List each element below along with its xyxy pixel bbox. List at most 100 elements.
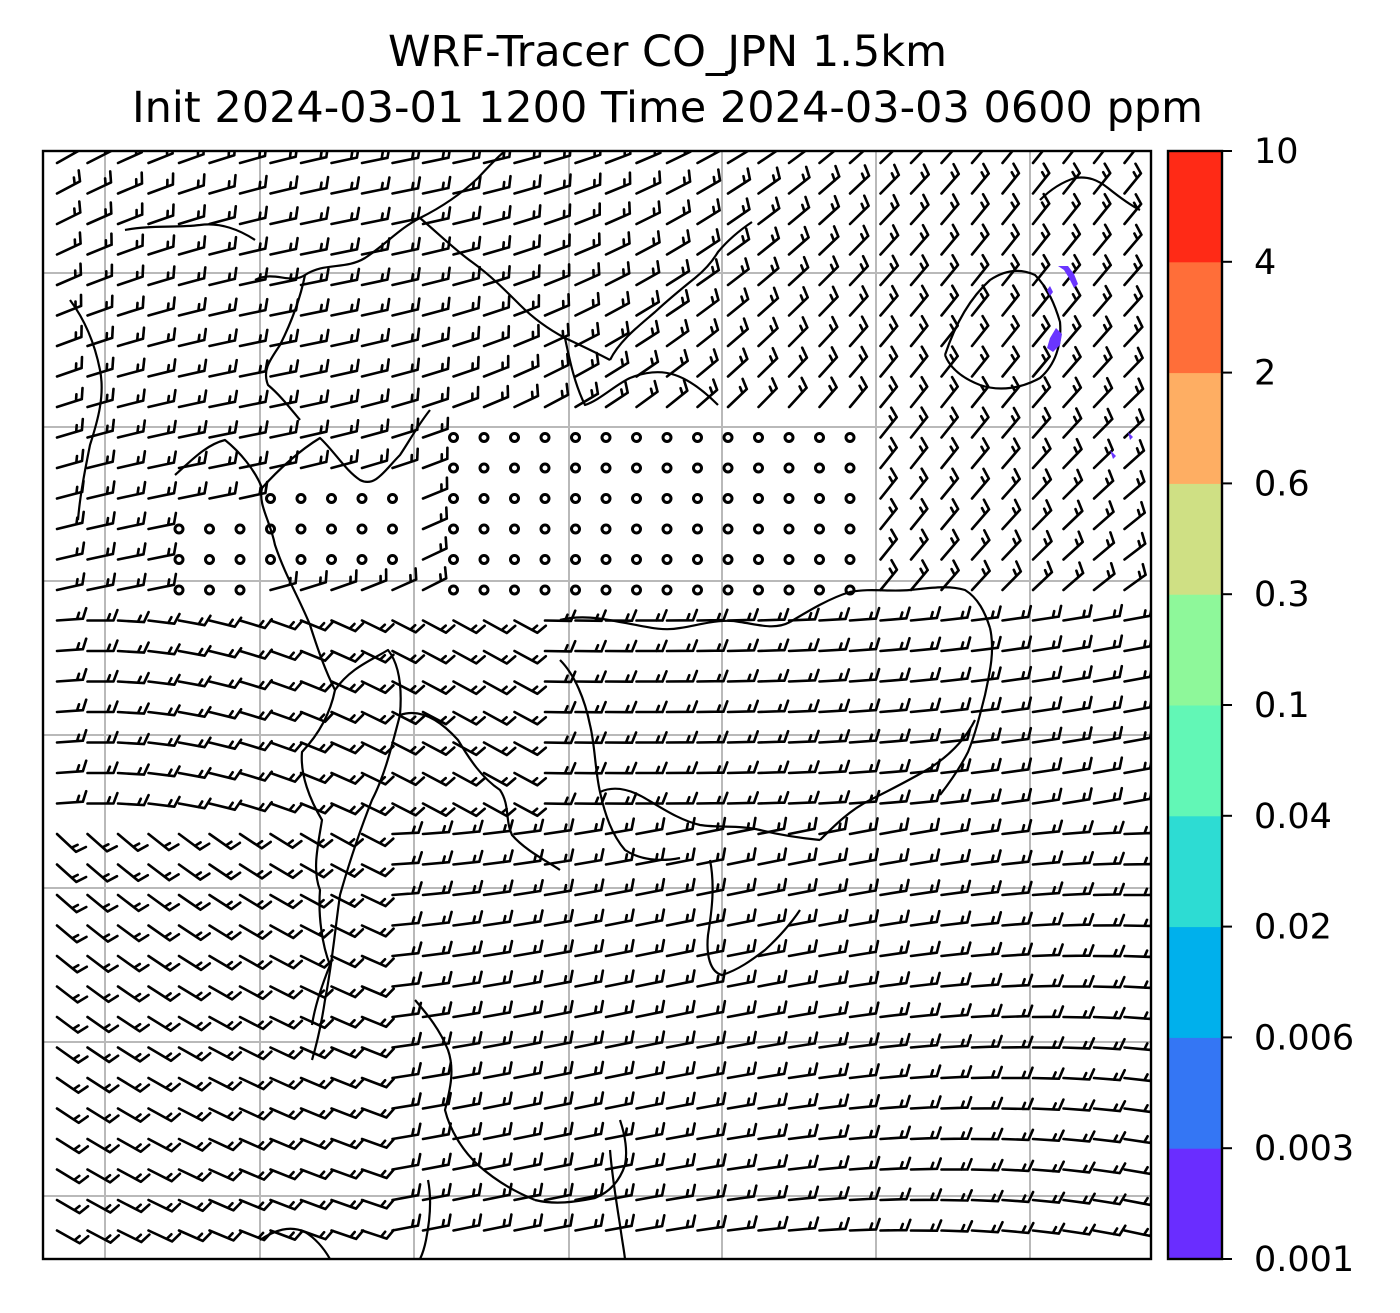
wind-barb	[482, 174, 512, 195]
wind-barb	[879, 224, 900, 256]
wind-barb	[299, 1107, 334, 1120]
wind-barb	[543, 878, 575, 897]
wind-barb	[726, 1092, 758, 1110]
wind-barb	[208, 389, 239, 409]
wind-barb	[1031, 757, 1063, 775]
coastline-sea-of-japan-north	[609, 221, 753, 361]
wind-barb	[147, 234, 176, 256]
wind-barb	[330, 298, 361, 317]
calm-wind-marker	[204, 584, 215, 596]
wind-barb	[269, 771, 304, 783]
wind-barb	[818, 164, 841, 195]
wind-barb	[55, 541, 86, 561]
wind-barb	[1031, 253, 1051, 287]
calm-wind-marker	[448, 493, 459, 504]
wind-barb	[1123, 193, 1143, 226]
wind-barb	[86, 263, 114, 287]
wind-barb	[452, 802, 486, 818]
wind-barb	[543, 1121, 574, 1141]
wind-barb	[116, 985, 150, 1003]
wind-barb	[604, 908, 635, 927]
map-frame	[41, 149, 1153, 1261]
wind-barb	[1123, 408, 1145, 439]
wind-barb	[940, 666, 972, 683]
wind-barb	[970, 1003, 1003, 1019]
wind-barb	[543, 969, 574, 988]
wind-barb	[1001, 376, 1021, 409]
wind-barb	[787, 151, 808, 165]
wind-barb	[147, 511, 178, 531]
wind-barb	[1031, 345, 1051, 378]
calm-wind-marker	[234, 554, 246, 565]
wind-barb	[1031, 223, 1051, 256]
wind-barb	[1031, 437, 1052, 470]
wind-barb	[55, 293, 83, 317]
wind-barb	[818, 346, 839, 378]
wind-barb	[604, 938, 635, 958]
wind-barb	[757, 816, 788, 836]
calm-wind-markers	[173, 432, 856, 596]
wind-barb	[574, 1091, 605, 1110]
wind-barb	[116, 511, 147, 531]
wind-barb	[452, 1213, 483, 1232]
wind-barb	[421, 206, 452, 226]
wind-barb	[1123, 825, 1151, 836]
wind-barb	[1123, 918, 1151, 928]
wind-barb	[1001, 406, 1021, 439]
coastline-south-peninsula	[414, 999, 536, 1202]
wind-barb	[360, 771, 395, 786]
wind-barb	[604, 350, 630, 378]
wind-barb	[970, 314, 990, 348]
wind-barb	[940, 941, 972, 958]
wind-barb	[421, 1152, 452, 1171]
calm-wind-marker	[234, 523, 246, 535]
wind-barb	[238, 954, 273, 970]
wind-barb	[848, 1001, 880, 1019]
wind-barb	[269, 1168, 304, 1181]
wind-barb	[543, 293, 571, 317]
wind-barb	[177, 1076, 212, 1092]
wind-barb	[818, 847, 849, 866]
wind-barb	[1001, 757, 1033, 775]
wind-barb	[269, 1015, 304, 1030]
wind-barb	[116, 480, 147, 500]
wind-barb	[55, 1015, 89, 1034]
wind-barb	[86, 1137, 120, 1154]
calm-wind-marker	[692, 523, 703, 535]
wind-barb	[421, 536, 448, 561]
wind-barb	[391, 236, 421, 256]
wind-barb	[330, 1168, 365, 1180]
wind-barb	[635, 1091, 666, 1110]
wind-barb	[391, 1213, 422, 1232]
wind-barb	[1001, 726, 1033, 744]
wind-barb	[330, 237, 361, 256]
calm-wind-marker	[204, 554, 215, 565]
wind-barb	[757, 969, 788, 988]
calm-wind-marker	[753, 523, 764, 535]
wind-barb	[1123, 949, 1151, 959]
wind-barb	[696, 908, 727, 927]
wind-barb	[909, 789, 942, 805]
wind-barb	[940, 1065, 973, 1080]
wind-barb	[1001, 604, 1033, 622]
wind-barb	[330, 619, 365, 633]
wind-barb	[1031, 1005, 1065, 1019]
wind-barb	[726, 347, 749, 378]
wind-barb	[879, 667, 911, 683]
wind-barb	[909, 559, 929, 592]
wind-barb	[177, 327, 208, 348]
wind-barb	[726, 1061, 757, 1080]
wind-barb	[299, 832, 334, 849]
wind-barb	[970, 1034, 1003, 1049]
wind-barb	[574, 792, 607, 806]
wind-barb	[848, 285, 869, 317]
wind-barb	[818, 729, 851, 744]
colorbar-tick-label: 10	[1254, 132, 1299, 172]
wind-barb	[696, 877, 727, 897]
wind-barb	[726, 877, 757, 897]
wind-barb	[391, 447, 419, 470]
calm-wind-marker	[844, 554, 856, 565]
wind-barb	[696, 938, 727, 958]
calm-wind-marker	[448, 462, 459, 474]
wind-barb	[1062, 407, 1083, 439]
